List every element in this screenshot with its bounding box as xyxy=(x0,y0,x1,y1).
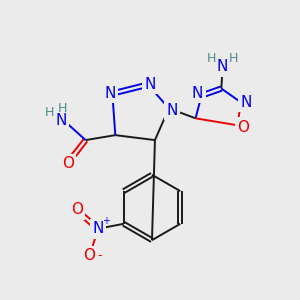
Text: N: N xyxy=(144,77,156,92)
Text: N: N xyxy=(92,221,103,236)
Text: H: H xyxy=(58,102,68,115)
Text: O: O xyxy=(62,156,74,171)
Text: N: N xyxy=(192,86,203,101)
Text: N: N xyxy=(240,95,252,110)
Text: N: N xyxy=(166,103,178,118)
Text: H: H xyxy=(44,106,54,119)
Text: -: - xyxy=(98,249,102,262)
Text: O: O xyxy=(83,248,95,263)
Text: N: N xyxy=(217,59,228,74)
Text: N: N xyxy=(105,86,116,101)
Text: +: + xyxy=(102,216,110,226)
Text: O: O xyxy=(71,202,83,217)
Text: O: O xyxy=(237,120,249,135)
Text: N: N xyxy=(55,113,67,128)
Text: H: H xyxy=(207,52,216,65)
Text: H: H xyxy=(229,52,238,65)
